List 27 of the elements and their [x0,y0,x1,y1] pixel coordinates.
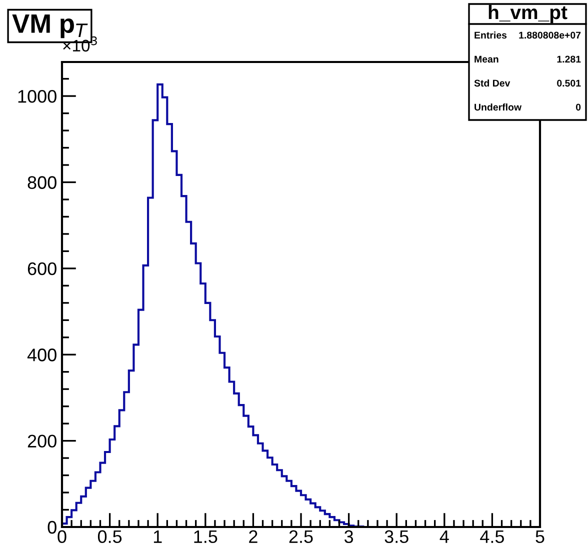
text: 1.281 [557,56,581,63]
y-tick-label: 0 [48,520,56,534]
x-tick-label: 0.5 [98,530,122,544]
chart-title: VM p$_{T}$ [12,14,88,38]
y-tick-label: 1000 [18,90,56,103]
text: 1.880808e+07 [519,32,581,39]
text: h_vm_pt [488,4,568,24]
text: 0 [576,104,581,111]
y-tick-label: 800 [28,176,56,189]
x-tick-label: 1.5 [194,530,218,544]
x-tick-label: 0 [58,530,66,544]
x-tick-label: 3.5 [384,530,408,544]
annotation: Underflow [474,103,522,111]
y-tick-label: 600 [28,262,56,276]
x-tick-label: 1 [154,530,162,543]
x-tick-label: 2 [249,530,258,543]
annotation: Mean [474,56,498,63]
x-tick-label: 4.5 [480,530,504,544]
x-tick-label: 5 [536,530,544,544]
x-tick-label: 4 [440,530,449,543]
x-tick-label: 2.5 [289,530,313,544]
annotation: Std Dev [474,79,510,87]
y-tick-label: 200 [28,434,56,448]
y-tick-label: 400 [27,348,56,362]
text: Entries [474,31,507,39]
text: 0.501 [557,80,581,87]
x-tick-label: 3 [344,530,354,544]
